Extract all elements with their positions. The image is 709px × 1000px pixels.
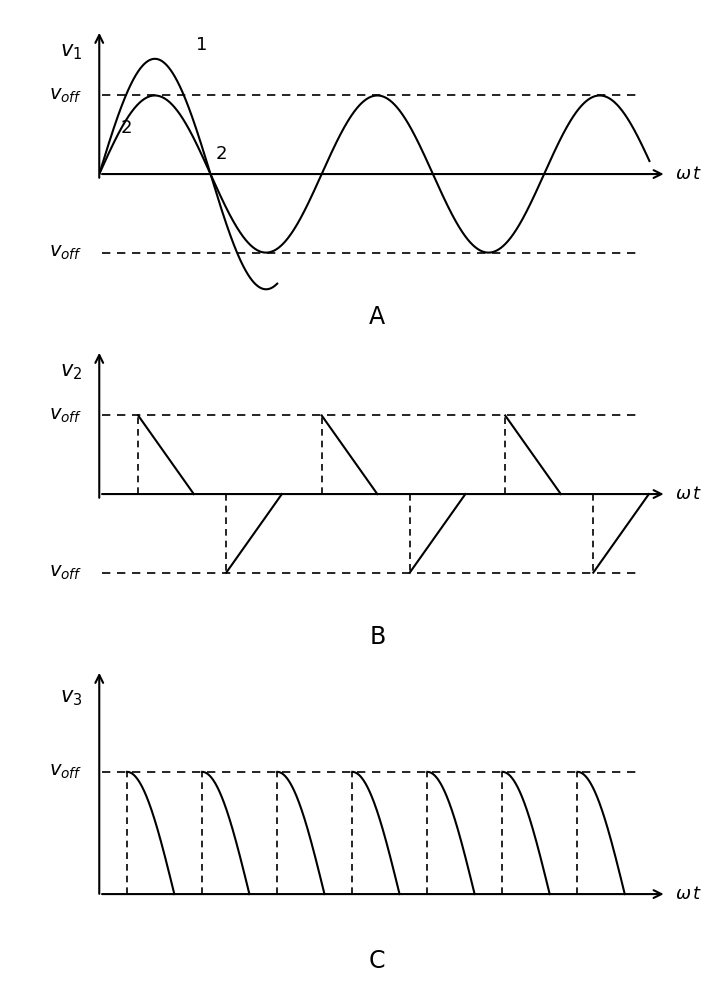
Text: $v_2$: $v_2$ [60,362,82,382]
Text: B: B [369,625,386,649]
Text: $v_{off}$: $v_{off}$ [50,563,82,582]
Text: 2: 2 [121,119,132,137]
Text: $v_{off}$: $v_{off}$ [50,406,82,425]
Text: 1: 1 [196,36,208,54]
Text: $v_{off}$: $v_{off}$ [50,243,82,262]
Text: 2: 2 [216,145,228,163]
Text: $\omega\,t$: $\omega\,t$ [675,165,703,183]
Text: A: A [369,305,386,329]
Text: $\omega\,t$: $\omega\,t$ [675,885,703,903]
Text: $v_3$: $v_3$ [60,688,82,708]
Text: $v_{off}$: $v_{off}$ [50,86,82,105]
Text: $v_1$: $v_1$ [60,42,82,62]
Text: $v_{off}$: $v_{off}$ [50,762,82,781]
Text: C: C [369,949,386,973]
Text: $\omega\,t$: $\omega\,t$ [675,485,703,503]
